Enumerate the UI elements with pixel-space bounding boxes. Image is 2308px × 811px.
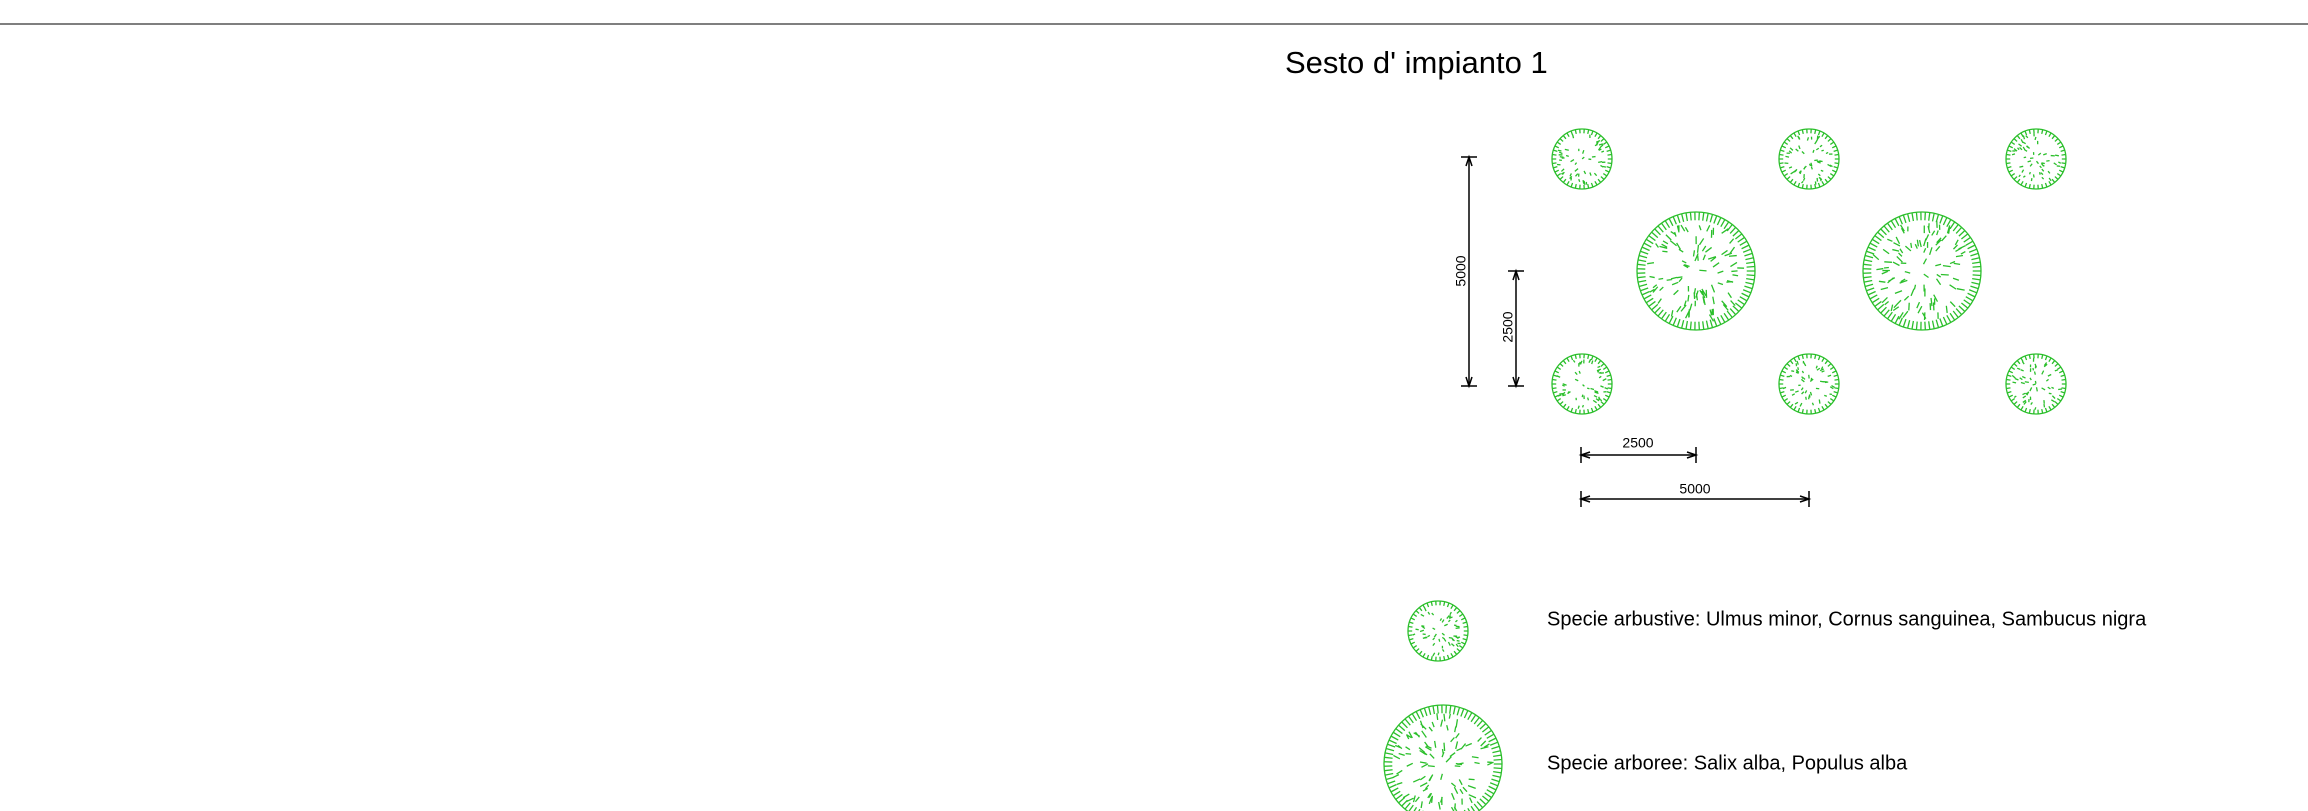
dimension-vertical-2500: 2500 [1500,268,1524,389]
tree-symbol [1778,353,1840,415]
dimension-label: 5000 [1453,255,1469,286]
dimension-horizontal-2500: 2500 [1578,435,1699,463]
tree-symbol [1383,704,1503,811]
dimension-vertical-5000: 5000 [1453,154,1477,389]
legend-label: Specie arbustive: Ulmus minor, Cornus sa… [1547,608,2147,630]
tree-symbol [1862,211,1982,331]
tree-symbol [2005,128,2067,190]
tree-symbol [1778,128,1840,190]
legend-label: Specie arboree: Salix alba, Populus alba [1547,752,1908,774]
dimension-label: 2500 [1500,311,1516,342]
tree-symbol [1636,211,1756,331]
dimension-label: 5000 [1679,481,1710,497]
dimension-label: 2500 [1622,435,1653,451]
trees [1383,128,2067,811]
tree-symbol [2005,353,2067,415]
tree-symbol [1551,128,1613,190]
tree-symbol [1407,600,1469,662]
dimension-horizontal-5000: 5000 [1578,481,1812,507]
title: Sesto d' impianto 1 [1285,45,1548,80]
tree-symbol [1551,353,1613,415]
